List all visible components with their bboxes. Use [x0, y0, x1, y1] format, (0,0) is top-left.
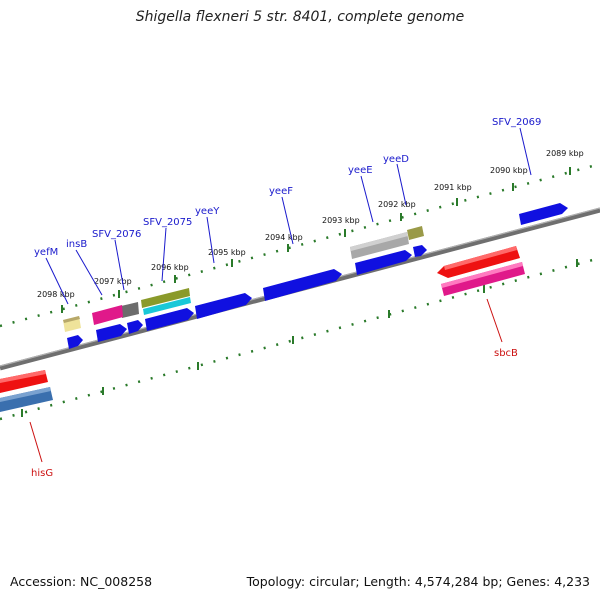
kbp-label-2097: 2097 kbp [94, 277, 132, 286]
gene-yefm-top [63, 316, 80, 323]
gene-sfv-2076[interactable] [121, 302, 139, 318]
gene-yeed-blue[interactable] [413, 245, 427, 257]
gene-yeed-olive[interactable] [407, 226, 424, 240]
label-yefm[interactable]: yefM [34, 247, 58, 258]
genome-title: Shigella flexneri 5 str. 8401, complete … [135, 9, 465, 25]
label-yeee[interactable]: yeeE [348, 165, 373, 176]
gene-features [63, 203, 568, 349]
gene-sfv-2076-blue[interactable] [127, 320, 143, 334]
kbp-label-2092: 2092 kbp [378, 200, 416, 209]
label-yeef[interactable]: yeeF [269, 186, 293, 197]
gene-sbcb-red-shade [444, 246, 517, 270]
label-insb[interactable]: insB [66, 239, 87, 250]
gene-yefm-blue[interactable] [67, 335, 83, 349]
gene-sbcb-magenta-shade [441, 262, 523, 288]
gene-insb[interactable] [92, 305, 123, 325]
label-sfv-2076[interactable]: SFV_2076 [92, 229, 141, 240]
gene-sfv-2069[interactable] [519, 203, 568, 225]
gene-hisg-steel-shade [0, 387, 51, 402]
kbp-label-2095: 2095 kbp [208, 248, 246, 257]
gene-sfv-2075-olive[interactable] [141, 288, 190, 308]
kbp-label-2098: 2098 kbp [37, 290, 75, 299]
accession-text: Accession: NC_008258 [10, 574, 153, 589]
kbp-label-2094: 2094 kbp [265, 233, 303, 242]
label-sfv-2069[interactable]: SFV_2069 [492, 117, 541, 128]
kbp-label-2096: 2096 kbp [151, 263, 189, 272]
gene-sfv-2075-blue[interactable] [145, 308, 194, 331]
label-yeed[interactable]: yeeD [383, 154, 409, 165]
genome-summary-text: Topology: circular; Length: 4,574,284 bp… [246, 574, 590, 589]
gene-yeef[interactable] [263, 269, 342, 301]
kbp-label-2091: 2091 kbp [434, 183, 472, 192]
gene-insb-blue[interactable] [96, 324, 127, 342]
label-sbcb[interactable]: sbcB [494, 348, 518, 359]
gene-hisg-red-shade [0, 370, 46, 383]
label-leaders [29, 127, 532, 463]
gene-sfv-2075-cyan[interactable] [143, 297, 191, 315]
reverse-gene-features [0, 246, 525, 412]
label-sfv-2075[interactable]: SFV_2075 [143, 217, 192, 228]
kbp-label-2090: 2090 kbp [490, 166, 528, 175]
gene-yeee-blue[interactable] [355, 250, 412, 275]
forward-scale-line [0, 162, 600, 328]
kbp-label-2093: 2093 kbp [322, 216, 360, 225]
kbp-label-2089: 2089 kbp [546, 149, 584, 158]
gene-yeey[interactable] [195, 293, 252, 319]
label-hisg[interactable]: hisG [31, 468, 53, 479]
gene-yeee-highlight [350, 232, 408, 251]
major-ticks [21, 167, 578, 417]
label-yeey[interactable]: yeeY [195, 206, 220, 217]
